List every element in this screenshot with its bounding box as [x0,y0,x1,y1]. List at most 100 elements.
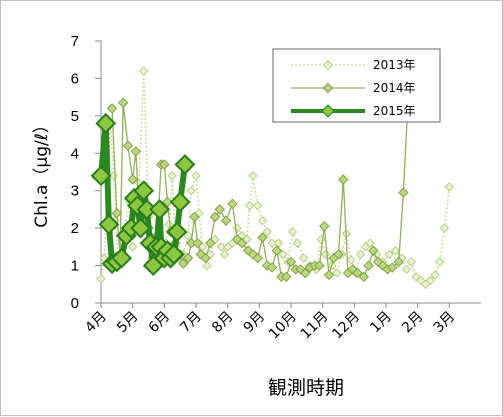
y-tick-label: 6 [71,70,79,87]
data-point-marker [106,103,118,114]
data-point-marker [236,237,248,249]
data-point-marker [444,182,455,192]
x-tick-label: 10月 [266,309,300,343]
x-tick-label: 11月 [298,309,332,343]
data-point-marker [216,242,227,252]
data-point-marker [323,269,335,281]
data-point-marker [183,230,193,241]
data-point-marker [253,200,263,211]
x-tick-label: 1月 [367,309,395,337]
data-point-marker [257,215,268,226]
y-tick-label: 4 [71,145,79,162]
data-point-marker [406,257,417,267]
data-point-marker [387,262,398,273]
data-point-marker [96,273,106,284]
data-point-marker [298,253,309,263]
data-point-marker [271,245,282,256]
y-tick-label: 7 [71,33,79,50]
x-tick-label: 8月 [209,309,237,337]
data-point-marker [220,215,232,226]
data-point-marker [319,221,330,232]
data-point-marker [300,267,311,279]
data-point-marker [130,217,151,239]
data-point-marker [167,171,177,181]
data-point-marker [262,227,272,237]
series-2 [90,112,196,276]
data-point-marker [122,140,134,152]
data-point-marker [333,249,344,260]
data-point-marker [384,249,394,260]
x-tick-label: 5月 [114,309,142,337]
data-point-marker [368,245,379,256]
data-point-marker [111,207,123,219]
data-point-marker [398,187,409,198]
data-point-marker [191,171,201,181]
data-point-marker [111,247,132,269]
data-point-marker [127,242,138,252]
data-point-marker [316,234,326,245]
data-point-marker [195,249,206,260]
data-point-marker [247,249,259,260]
x-tick-label: 9月 [241,309,269,337]
data-point-marker [182,252,194,264]
data-point-marker [169,191,191,213]
data-point-marker [163,243,185,265]
data-point-marker [232,223,242,233]
data-point-marker [202,260,212,271]
data-point-marker [133,180,155,202]
data-point-marker [390,245,401,256]
data-point-marker [435,257,445,267]
data-point-marker [205,237,216,249]
data-point-marker [439,223,450,233]
data-point-marker [95,112,117,134]
data-point-marker [149,199,170,220]
y-tick-label: 2 [71,220,79,237]
data-point-marker [267,238,277,248]
data-point-marker [425,275,436,286]
data-point-marker [281,271,292,283]
y-tick-label: 0 [71,295,79,312]
data-point-marker [186,186,196,196]
data-point-marker [166,221,188,243]
x-tick-label: 7月 [177,309,205,337]
legend-marker [322,82,334,94]
legend-label: 2013年 [373,58,416,72]
data-point-marker [227,198,238,210]
data-point-marker [332,268,342,278]
data-point-marker [430,270,440,280]
data-point-marker [346,255,356,265]
legend-marker [321,104,335,118]
data-point-marker [285,256,297,268]
data-point-marker [90,165,112,187]
data-point-marker [363,260,374,271]
data-point-marker [162,196,173,208]
data-point-marker [257,232,268,243]
data-point-marker [117,97,129,108]
data-point-marker [130,146,142,157]
data-point-marker [248,171,258,181]
data-point-marker [358,271,370,283]
data-point-marker [393,256,404,268]
data-point-marker [139,66,149,76]
data-point-marker [352,267,363,279]
y-tick-label: 5 [71,108,79,125]
data-point-marker [127,174,138,185]
data-point-marker [287,227,298,237]
x-tick-label: 3月 [431,309,459,337]
data-point-marker [178,258,189,269]
data-point-marker [355,249,366,260]
data-point-marker [245,200,255,211]
x-tick-label: 6月 [146,309,174,337]
y-ticks: 0 1 2 3 4 5 6 7 [71,33,101,312]
data-point-marker [365,238,375,248]
data-point-marker [252,252,263,264]
legend: 2013年 2014年 2015年 [272,48,441,123]
data-point-marker [200,252,211,264]
x-tick-label: 4月 [82,309,110,337]
series-layer [90,66,455,289]
data-point-marker [159,159,170,170]
data-point-marker [214,204,225,215]
